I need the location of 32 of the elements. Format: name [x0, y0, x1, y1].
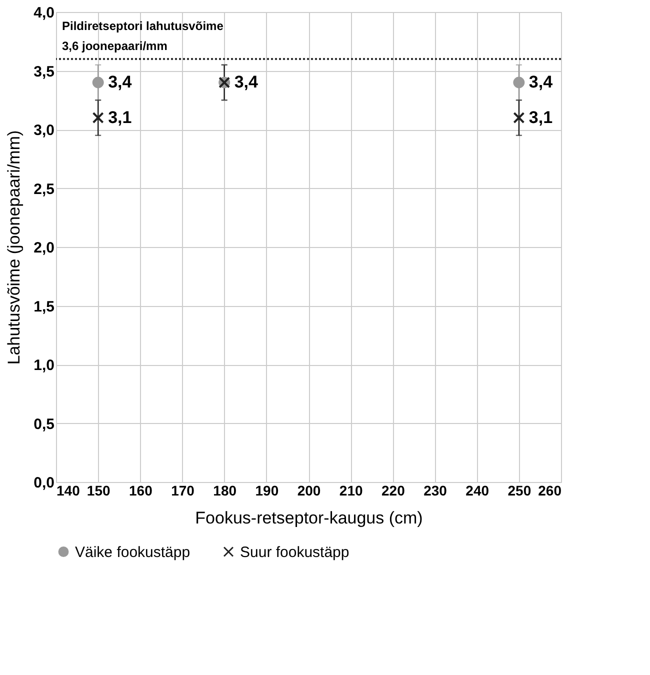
y-tick-label: 0,5: [34, 416, 54, 433]
x-tick-label: 170: [171, 482, 195, 498]
x-tick-label: 250: [508, 482, 532, 498]
x-tick-label: 140: [56, 482, 80, 498]
legend-label: Väike fookustäpp: [75, 544, 190, 561]
x-tick-label: 150: [86, 482, 110, 498]
legend-label: Suur fookustäpp: [240, 544, 350, 561]
y-tick-label: 1,0: [34, 357, 54, 374]
x-tick-label: 190: [255, 482, 279, 498]
y-tick-label: 3,0: [34, 122, 54, 139]
y-tick-label: 0,0: [34, 474, 54, 492]
y-tick-label: 2,5: [34, 180, 54, 198]
x-tick-label: 180: [213, 482, 237, 498]
x-tick-label: 200: [297, 482, 321, 498]
y-axis-title: Lahutusvõime (joonepaari/mm): [4, 130, 24, 365]
x-tick-label: 260: [538, 482, 562, 498]
x-tick-label: 230: [424, 482, 448, 498]
data-label: 3,1: [528, 108, 553, 127]
data-label: 3,1: [108, 108, 132, 127]
ref-line-label: Pildiretseptori lahutusvõime 3,6 joonepaari/mm: [62, 19, 224, 53]
y-tick-label: 1,5: [34, 298, 54, 316]
x-tick-label: 210: [339, 482, 363, 498]
y-tick-label: 2,0: [34, 240, 54, 256]
x-tick-label: 220: [381, 482, 406, 498]
data-label: 3,4: [528, 72, 554, 92]
data-label: 3,4: [234, 72, 259, 92]
x-axis-title: Fookus-retseptor-kaugus (cm): [195, 508, 423, 528]
y-tick-label: 4,0: [34, 4, 54, 22]
x-tick-label: 240: [466, 482, 490, 498]
y-tick-label: 3,5: [34, 63, 54, 80]
x-tick-label: 160: [128, 482, 153, 498]
data-label: 3,4: [108, 72, 132, 92]
